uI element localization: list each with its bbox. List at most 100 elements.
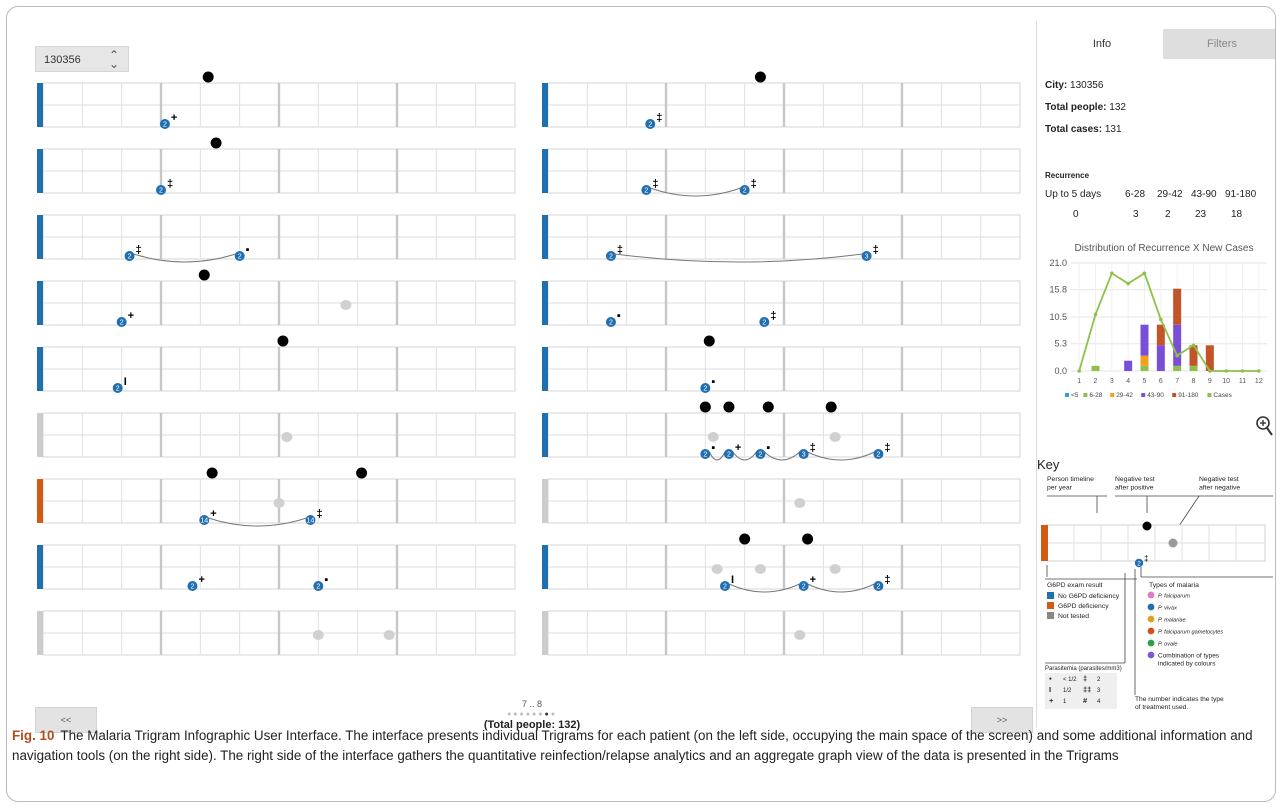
- key-parasitemia-label: 4: [1097, 699, 1101, 705]
- tab-filters[interactable]: Filters: [1163, 29, 1275, 59]
- recurrence-header: Up to 5 days: [1045, 189, 1102, 200]
- key-type-swatch: [1147, 591, 1155, 599]
- cases-point: [1257, 369, 1261, 373]
- zoom-in-icon[interactable]: [1255, 415, 1275, 439]
- people-info: Total people: 132: [1045, 102, 1126, 113]
- city-select[interactable]: 130356 ⌃ ⌄: [35, 46, 129, 72]
- treatment-number: 2: [648, 122, 652, 129]
- key-g6pd-swatch: [1047, 612, 1054, 619]
- page-dot[interactable]: ●: [538, 711, 545, 718]
- key-g6pd-label: No G6PD deficiency: [1058, 593, 1120, 600]
- treatment-number: 2: [703, 386, 707, 393]
- key-g6pd-label: G6PD deficiency: [1058, 603, 1109, 610]
- g6pd-bar: [542, 545, 548, 589]
- next-page-button[interactable]: >>: [971, 707, 1033, 733]
- case-node: [234, 251, 245, 261]
- figure-number: Fig. 10: [12, 728, 55, 743]
- x-tick-label: 11: [1239, 378, 1246, 385]
- chart-bar: [1091, 365, 1100, 371]
- negative-after-negative-dot: [707, 432, 719, 442]
- chart-bar: [1205, 345, 1214, 371]
- recurrence-arc: [728, 583, 800, 593]
- cases-point: [1110, 271, 1114, 276]
- cases-value: 131: [1104, 124, 1122, 135]
- key-parasitemia-title: Parasitemia (parasites/mm3): [1045, 666, 1122, 672]
- recurrence-value: 2: [1165, 209, 1171, 220]
- tab-info[interactable]: Info: [1041, 29, 1163, 59]
- parasitemia-mark: +: [210, 508, 216, 520]
- y-tick-label: 5.3: [1054, 339, 1067, 349]
- case-node: [739, 185, 750, 195]
- key-g6pd-swatch: [1047, 602, 1054, 609]
- treatment-number: 2: [120, 320, 124, 327]
- negative-after-positive-dot: [802, 533, 814, 545]
- g6pd-bar: [542, 611, 548, 655]
- x-tick-label: 3: [1110, 378, 1114, 385]
- page-dot[interactable]: ●: [519, 711, 526, 718]
- recurrence-arc: [732, 451, 757, 461]
- sidebar-tabs: Info Filters: [1041, 29, 1275, 59]
- parasitemia-mark: I: [731, 574, 734, 586]
- key-node-mark: ‡: [1144, 554, 1148, 563]
- recurrence-arc: [807, 451, 875, 461]
- key-parasitemia-symbol: I: [1049, 685, 1051, 694]
- negative-after-negative-dot: [711, 564, 723, 574]
- legend-swatch: [1083, 393, 1088, 397]
- key-type-swatch: [1147, 651, 1155, 659]
- cases-label: Total cases:: [1045, 124, 1103, 135]
- trigram-row: [37, 610, 516, 656]
- g6pd-bar: [542, 347, 548, 391]
- page-dot[interactable]: ●: [550, 711, 557, 718]
- case-node: [798, 581, 809, 591]
- case-node: [156, 185, 166, 195]
- case-node: [873, 449, 884, 459]
- case-node: [112, 383, 123, 393]
- case-node: [605, 251, 616, 261]
- page-dot[interactable]: ●: [544, 711, 551, 718]
- recurrence-value: 0: [1073, 209, 1079, 220]
- trigram-grid: 2+2‡2‡2‡2‡2‡2▪2‡3‡2+2▪2‡2I2▪2▪2+2▪3‡2‡14…: [37, 71, 1021, 656]
- key-black-dot: [1142, 521, 1152, 531]
- pager: 7 .. 8 ●●●●●●●● (Total people: 132): [457, 699, 607, 731]
- previous-page-button[interactable]: <<: [35, 707, 97, 733]
- treatment-number: 2: [238, 254, 242, 261]
- case-node: [759, 317, 770, 327]
- parasitemia-mark: +: [735, 442, 741, 454]
- key-g6pd-bar: [1041, 525, 1048, 561]
- g6pd-bar: [37, 347, 43, 391]
- key-number-note: of treatment used.: [1135, 704, 1188, 711]
- parasitemia-mark: ‡: [656, 112, 662, 124]
- negative-after-positive-dot: [754, 71, 766, 83]
- recurrence-arc: [708, 451, 726, 461]
- page-dot[interactable]: ●: [525, 711, 532, 718]
- legend-swatch: [1110, 393, 1115, 397]
- key-type-swatch: [1147, 603, 1155, 611]
- x-tick-label: 10: [1222, 378, 1230, 385]
- key-neg-after-pos-label: Negative test: [1115, 476, 1155, 483]
- key-type-swatch: [1147, 615, 1155, 623]
- page-dots[interactable]: ●●●●●●●●: [457, 711, 607, 718]
- key-type-label: P. vivax: [1158, 606, 1177, 612]
- g6pd-bar: [37, 611, 43, 655]
- key-parasitemia-label: 3: [1097, 688, 1101, 694]
- parasitemia-mark: ▪: [324, 574, 328, 586]
- trigram-row: 2+2▪: [37, 544, 516, 591]
- legend-swatch: [1172, 393, 1177, 397]
- g6pd-bar: [37, 479, 43, 523]
- parasitemia-mark: +: [198, 574, 204, 586]
- treatment-number: 14: [200, 518, 208, 525]
- cases-point: [1175, 353, 1179, 358]
- chart-bar: [1189, 365, 1198, 371]
- app-frame: 130356 ⌃ ⌄ 2 +2 ‡ 2 ‡ 2 ‡ 2 ‡ 2 ‡ 2 ▪ 2 ‡ 3 ‡ 2 +2 ▪ 2 ‡ 2 I 2 ▪ 2 ▪…: [6, 6, 1276, 802]
- treatment-number: 2: [163, 122, 167, 129]
- page-dot[interactable]: ●: [532, 711, 539, 718]
- page-dot[interactable]: ●: [513, 711, 520, 718]
- page-dot[interactable]: ●: [507, 711, 514, 718]
- treatment-number: 2: [644, 188, 648, 195]
- recurrence-value: 23: [1195, 209, 1207, 220]
- case-node: [116, 317, 127, 327]
- key-type-label: P. falciparum gametocytes: [1158, 630, 1223, 636]
- trigram-row: 2▪: [542, 335, 1021, 393]
- legend-swatch: [1141, 393, 1146, 397]
